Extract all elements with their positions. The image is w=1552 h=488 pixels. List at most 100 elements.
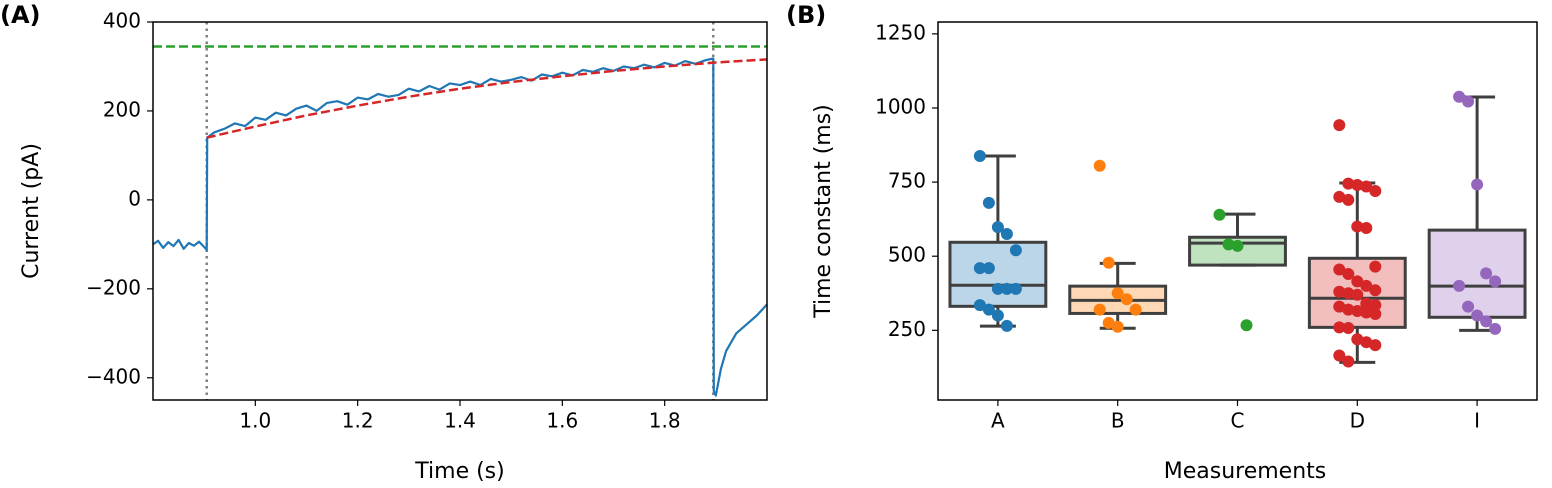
data-point (1333, 349, 1346, 362)
data-point (982, 196, 995, 209)
y-tick-label: −200 (86, 275, 141, 299)
y-tick-label: 500 (888, 243, 926, 267)
data-point (1480, 267, 1493, 280)
data-point (1369, 308, 1382, 321)
x-tick-label: 1.6 (546, 409, 578, 433)
box (948, 240, 1048, 308)
data-point (1222, 238, 1235, 251)
data-point (1360, 306, 1373, 319)
plot-frame (152, 21, 768, 401)
data-line (152, 57, 768, 397)
data-point (1351, 305, 1364, 318)
data-point (1369, 284, 1382, 297)
data-point (1369, 184, 1382, 197)
data-point (1351, 275, 1364, 288)
data-point (1000, 227, 1013, 240)
data-point (1360, 297, 1373, 310)
x-tick-label: C (1231, 409, 1245, 433)
data-point (1000, 282, 1013, 295)
data-point (1489, 322, 1502, 335)
y-tick-label: −400 (86, 364, 141, 388)
data-line (206, 58, 768, 139)
y-axis-label: Current (pA) (19, 143, 44, 279)
data-point (973, 299, 986, 312)
y-tick-label: 0 (128, 186, 141, 210)
panel-label: (B) (786, 1, 826, 29)
data-point (1351, 288, 1364, 301)
y-tick-label: 1250 (875, 20, 926, 44)
data-point (1342, 321, 1355, 334)
x-tick-label: B (1111, 409, 1125, 433)
data-point (1333, 263, 1346, 276)
data-point (1462, 95, 1475, 108)
data-point (1360, 279, 1373, 292)
data-point (1333, 321, 1346, 334)
data-point (1342, 355, 1355, 368)
y-tick-label: 750 (888, 169, 926, 193)
data-point (1351, 333, 1364, 346)
data-point (1369, 260, 1382, 273)
x-tick-label: 1.2 (342, 409, 374, 433)
data-point (1369, 299, 1382, 312)
data-point (1342, 193, 1355, 206)
data-point (1360, 222, 1373, 235)
x-axis-label: Measurements (1164, 459, 1327, 484)
data-point (982, 262, 995, 275)
data-point (1342, 303, 1355, 316)
data-point (1342, 268, 1355, 280)
data-point (1342, 177, 1355, 190)
data-point (982, 303, 995, 316)
data-point (1129, 303, 1142, 316)
data-point (1102, 316, 1115, 329)
data-point (991, 221, 1004, 234)
data-point (1360, 336, 1373, 349)
data-point (1480, 315, 1493, 328)
y-tick-label: 200 (103, 97, 141, 121)
data-point (1333, 190, 1346, 203)
data-point (1369, 339, 1382, 352)
box (1427, 228, 1527, 319)
data-point (1213, 208, 1226, 221)
data-point (1111, 287, 1124, 300)
data-point (1489, 275, 1502, 288)
x-tick-label: 1.0 (239, 409, 271, 433)
y-axis-label: Time constant (ms) (811, 104, 836, 319)
data-point (1342, 287, 1355, 300)
data-point (1111, 320, 1124, 333)
data-point (1453, 279, 1466, 292)
data-point (991, 282, 1004, 295)
data-point (1009, 244, 1022, 257)
data-point (1333, 300, 1346, 313)
x-tick-label: 1.8 (649, 409, 681, 433)
data-point (1120, 293, 1133, 306)
x-axis-label: Time (s) (414, 459, 504, 484)
data-point (1102, 256, 1115, 269)
data-point (1231, 239, 1244, 252)
y-tick-label: 400 (103, 9, 141, 33)
data-point (1093, 303, 1106, 316)
data-point (973, 150, 986, 163)
x-tick-label: D (1350, 409, 1365, 433)
x-tick-label: A (991, 409, 1005, 433)
data-point (1000, 319, 1013, 332)
data-point (1240, 319, 1253, 332)
data-point (1453, 90, 1466, 103)
data-point (973, 262, 986, 275)
data-point (1351, 220, 1364, 233)
data-point (1351, 179, 1364, 192)
panel-label: (A) (0, 1, 41, 29)
data-point (991, 309, 1004, 322)
plot-frame (937, 21, 1538, 401)
x-tick-label: 1.4 (444, 409, 476, 433)
data-point (1009, 282, 1022, 295)
data-point (1360, 180, 1373, 193)
data-point (1462, 300, 1475, 313)
y-tick-label: 250 (888, 317, 926, 341)
y-tick-label: 1000 (875, 94, 926, 118)
data-point (1333, 119, 1346, 132)
data-point (1471, 309, 1484, 322)
data-point (1093, 159, 1106, 172)
x-tick-label: I (1474, 409, 1480, 433)
data-point (1471, 178, 1484, 191)
